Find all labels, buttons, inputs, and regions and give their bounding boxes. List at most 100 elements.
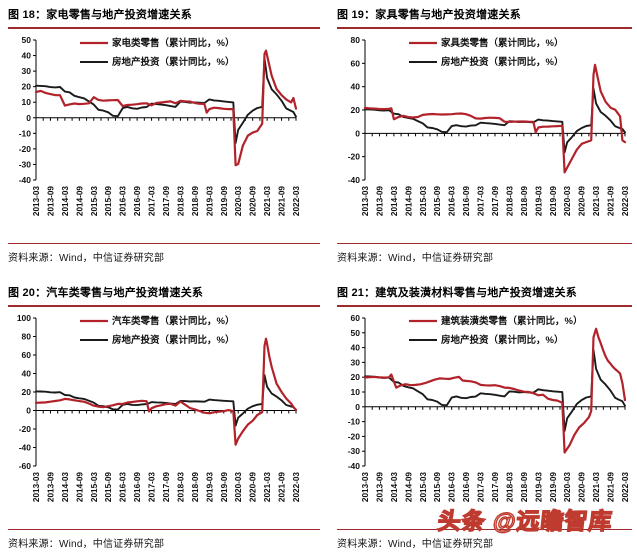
- watermark: 头条 @远瞻智库: [436, 507, 615, 534]
- svg-text:2021-09: 2021-09: [278, 472, 287, 502]
- svg-text:2015-09: 2015-09: [433, 472, 442, 502]
- figure-19-title: 图 19：家具零售与地产投资增速关系: [337, 6, 632, 29]
- svg-text:-30: -30: [348, 446, 361, 456]
- figure-21-source-block: 资料来源：Wind，中信证券研究部: [337, 529, 632, 550]
- svg-text:80: 80: [22, 332, 32, 342]
- svg-text:2013-09: 2013-09: [46, 186, 55, 216]
- svg-text:2021-09: 2021-09: [607, 186, 616, 216]
- figure-panel-21: 图 21：建筑及装潢材料零售与地产投资增速关系 -40 -30 -20 -10 0 10 2…: [337, 284, 632, 550]
- svg-text:100: 100: [17, 313, 31, 323]
- svg-text:家具类零售（累计同比，%）: 家具类零售（累计同比，%）: [441, 37, 563, 49]
- svg-text:-20: -20: [19, 424, 32, 434]
- svg-text:20: 20: [351, 105, 361, 115]
- svg-text:80: 80: [351, 35, 361, 45]
- svg-text:2014-03: 2014-03: [390, 472, 399, 502]
- svg-text:2020-09: 2020-09: [249, 186, 258, 216]
- figure-19-source-block: 资料来源：Wind，中信证券研究部: [337, 243, 632, 264]
- svg-text:2016-03: 2016-03: [448, 472, 457, 502]
- svg-text:2019-03: 2019-03: [205, 472, 214, 502]
- svg-text:2017-03: 2017-03: [148, 186, 157, 216]
- svg-text:2020-03: 2020-03: [563, 472, 572, 502]
- svg-text:-20: -20: [348, 152, 361, 162]
- svg-text:2017-03: 2017-03: [148, 472, 157, 502]
- svg-text:家电类零售（累计同比，%）: 家电类零售（累计同比，%）: [112, 37, 234, 49]
- svg-text:10: 10: [22, 97, 32, 107]
- svg-text:2014-09: 2014-09: [75, 472, 84, 502]
- svg-text:2020-09: 2020-09: [578, 472, 587, 502]
- svg-text:0: 0: [26, 406, 31, 416]
- svg-text:2013-03: 2013-03: [361, 472, 370, 502]
- svg-text:房地产投资（累计同比，%）: 房地产投资（累计同比，%）: [112, 334, 234, 346]
- svg-text:-40: -40: [348, 175, 361, 185]
- svg-text:40: 40: [22, 51, 32, 61]
- svg-text:-40: -40: [19, 443, 32, 453]
- svg-text:2013-03: 2013-03: [32, 472, 41, 502]
- svg-text:2022-03: 2022-03: [621, 186, 630, 216]
- svg-text:2013-09: 2013-09: [46, 472, 55, 502]
- svg-text:2019-03: 2019-03: [534, 186, 543, 216]
- figure-18-line-chart: -40 -30 -20 -10 0 10 20 30 40 50 2013-03 2013-09 201…: [19, 35, 301, 216]
- figure-panel-20: 图 20：汽车类零售与地产投资增速关系 -60 -40 -20 0 20 40 60 80 10…: [8, 284, 320, 550]
- svg-text:2017-09: 2017-09: [491, 186, 500, 216]
- svg-text:20: 20: [22, 387, 32, 397]
- svg-text:2020-03: 2020-03: [234, 186, 243, 216]
- source-divider: [337, 529, 632, 530]
- svg-text:20: 20: [351, 372, 361, 382]
- svg-text:2021-03: 2021-03: [592, 472, 601, 502]
- svg-text:10: 10: [351, 387, 361, 397]
- svg-text:2018-03: 2018-03: [505, 186, 514, 216]
- svg-text:2014-09: 2014-09: [404, 472, 413, 502]
- svg-text:-10: -10: [19, 128, 32, 138]
- source-text: 资料来源：Wind，中信证券研究部: [8, 253, 165, 264]
- svg-text:-60: -60: [19, 461, 32, 471]
- svg-text:2015-09: 2015-09: [104, 186, 113, 216]
- svg-text:2016-09: 2016-09: [462, 186, 471, 216]
- svg-text:2015-09: 2015-09: [104, 472, 113, 502]
- svg-text:2017-09: 2017-09: [491, 472, 500, 502]
- svg-text:2019-09: 2019-09: [220, 186, 229, 216]
- svg-text:-20: -20: [348, 431, 361, 441]
- svg-text:60: 60: [22, 350, 32, 360]
- svg-text:2018-09: 2018-09: [520, 472, 529, 502]
- svg-text:2013-03: 2013-03: [361, 186, 370, 216]
- svg-text:40: 40: [351, 82, 361, 92]
- svg-text:2016-09: 2016-09: [462, 472, 471, 502]
- svg-text:40: 40: [22, 369, 32, 379]
- svg-text:2014-03: 2014-03: [61, 186, 70, 216]
- svg-text:2018-03: 2018-03: [505, 472, 514, 502]
- svg-text:30: 30: [22, 66, 32, 76]
- svg-text:60: 60: [351, 58, 361, 68]
- source-divider: [8, 243, 320, 244]
- svg-text:2013-09: 2013-09: [375, 472, 384, 502]
- svg-text:2018-09: 2018-09: [520, 186, 529, 216]
- svg-text:2020-03: 2020-03: [563, 186, 572, 216]
- svg-text:2019-03: 2019-03: [205, 186, 214, 216]
- svg-text:2016-09: 2016-09: [133, 186, 142, 216]
- figure-20-line-chart: -60 -40 -20 0 20 40 60 80 100 2013-03 2013-09 2014-…: [17, 313, 301, 502]
- svg-text:2017-09: 2017-09: [162, 186, 171, 216]
- svg-text:2018-09: 2018-09: [191, 186, 200, 216]
- svg-text:2014-03: 2014-03: [390, 186, 399, 216]
- svg-text:-20: -20: [19, 144, 32, 154]
- figure-21-line-chart: -40 -30 -20 -10 0 10 20 30 40 50 60 2013-03 2013-09 2…: [348, 313, 630, 502]
- svg-text:2021-03: 2021-03: [592, 186, 601, 216]
- svg-text:2021-03: 2021-03: [263, 472, 272, 502]
- svg-text:-10: -10: [348, 417, 361, 427]
- svg-text:2015-03: 2015-03: [419, 186, 428, 216]
- svg-text:房地产投资（累计同比，%）: 房地产投资（累计同比，%）: [441, 334, 563, 346]
- svg-text:2013-03: 2013-03: [32, 186, 41, 216]
- svg-text:0: 0: [355, 128, 360, 138]
- figure-18-title: 图 18：家电零售与地产投资增速关系: [8, 6, 320, 29]
- svg-text:汽车类零售（累计同比，%）: 汽车类零售（累计同比，%）: [112, 315, 234, 327]
- svg-text:2017-03: 2017-03: [477, 186, 486, 216]
- svg-text:2019-03: 2019-03: [534, 472, 543, 502]
- svg-text:2019-09: 2019-09: [220, 472, 229, 502]
- figure-21-title: 图 21：建筑及装潢材料零售与地产投资增速关系: [337, 284, 632, 307]
- svg-text:-40: -40: [348, 461, 361, 471]
- svg-text:2016-03: 2016-03: [119, 186, 128, 216]
- svg-text:2014-09: 2014-09: [404, 186, 413, 216]
- svg-text:房地产投资（累计同比，%）: 房地产投资（累计同比，%）: [441, 56, 563, 68]
- svg-text:2020-03: 2020-03: [234, 472, 243, 502]
- svg-text:2021-09: 2021-09: [278, 186, 287, 216]
